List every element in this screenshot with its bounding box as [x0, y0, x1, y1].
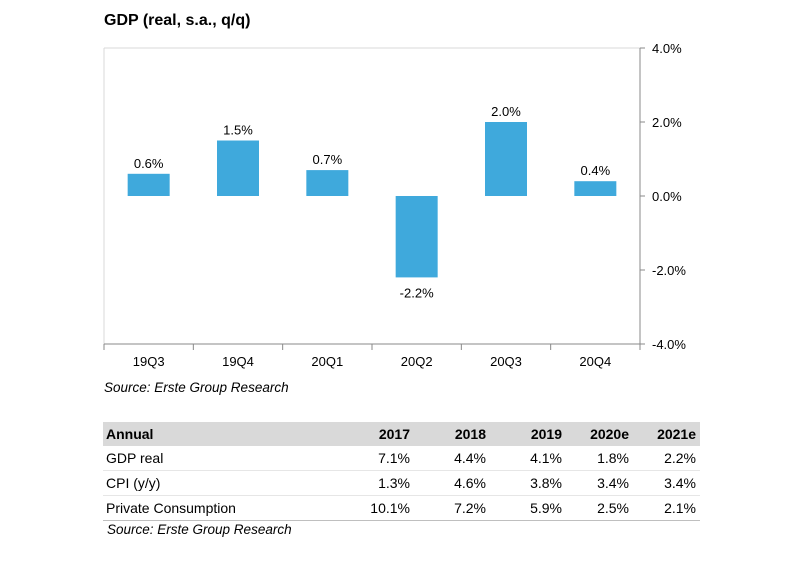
x-tick-label: 20Q2	[401, 354, 433, 369]
data-label: 2.0%	[491, 104, 521, 119]
data-label: -2.2%	[400, 285, 434, 300]
table-header: 2017	[378, 426, 410, 442]
table-cell: 3.8%	[490, 470, 566, 496]
table-cell: CPI (y/y)	[103, 470, 338, 496]
table-cell: 4.4%	[414, 446, 490, 471]
gdp-bar-chart: 4.0% 2.0% 0.0% -2.0% -4.0% 0.6% 19Q3 1.5% 19Q4 0.…	[103, 41, 686, 369]
table-cell: 2.1%	[633, 495, 700, 521]
y-tick-label: 2.0%	[652, 115, 682, 130]
x-tick-label: 19Q4	[222, 354, 254, 369]
table-cell: 2.5%	[566, 495, 633, 521]
table-row: CPI (y/y) 1.3% 4.6% 3.8% 3.4% 3.4%	[103, 470, 700, 496]
bar	[485, 122, 527, 196]
bar	[217, 140, 259, 196]
table-cell: GDP real	[103, 446, 338, 471]
table-cell: 5.9%	[490, 495, 566, 521]
y-tick-label: 4.0%	[652, 41, 682, 56]
chart-title: GDP (real, s.a., q/q)	[104, 12, 251, 29]
table-header: 2021e	[657, 426, 696, 442]
table-cell: 3.4%	[566, 470, 633, 496]
table-cell: 1.8%	[566, 446, 633, 471]
data-label: 0.7%	[313, 152, 343, 167]
table-cell: 7.2%	[414, 495, 490, 521]
data-label: 1.5%	[223, 123, 253, 138]
table-source: Source: Erste Group Research	[107, 522, 292, 537]
x-tick-label: 20Q3	[490, 354, 522, 369]
table-cell: 2.2%	[633, 446, 700, 471]
y-tick-label: -4.0%	[652, 337, 686, 352]
table-header-row: Annual 2017 2018 2019 2020e 2021e	[103, 422, 700, 446]
x-tick-label: 20Q1	[311, 354, 343, 369]
table-row: Private Consumption 10.1% 7.2% 5.9% 2.5%…	[103, 495, 700, 521]
chart-source: Source: Erste Group Research	[104, 380, 289, 395]
bar	[127, 173, 170, 196]
table-row: GDP real 7.1% 4.4% 4.1% 1.8% 2.2%	[103, 446, 700, 471]
table-cell: 4.1%	[490, 446, 566, 471]
bar	[574, 181, 617, 196]
table-cell: Private Consumption	[103, 495, 338, 521]
x-tick-label: 20Q4	[579, 354, 611, 369]
annual-table: Annual 2017 2018 2019 2020e 2021e GDP re…	[103, 422, 700, 521]
table-header: 2019	[530, 426, 562, 442]
table-header: 2020e	[590, 426, 629, 442]
data-label: 0.6%	[134, 156, 164, 171]
table-header: Annual	[106, 426, 154, 442]
x-tick-label: 19Q3	[133, 354, 165, 369]
y-tick-label: 0.0%	[652, 189, 682, 204]
table-cell: 4.6%	[414, 470, 490, 496]
table-cell: 1.3%	[338, 470, 414, 496]
y-tick-label: -2.0%	[652, 263, 686, 278]
data-label: 0.4%	[581, 163, 611, 178]
bar	[395, 196, 438, 278]
table-cell: 7.1%	[338, 446, 414, 471]
bar	[306, 170, 349, 196]
table-header: 2018	[454, 426, 486, 442]
table-cell: 3.4%	[633, 470, 700, 496]
table-cell: 10.1%	[338, 495, 414, 521]
